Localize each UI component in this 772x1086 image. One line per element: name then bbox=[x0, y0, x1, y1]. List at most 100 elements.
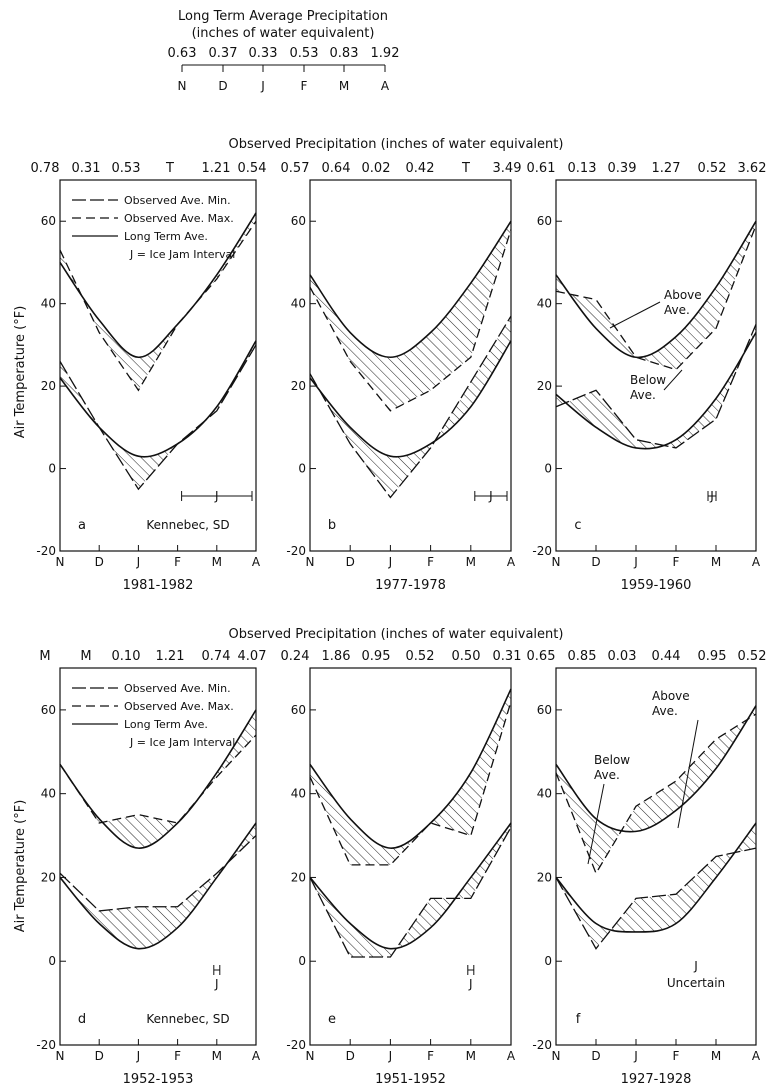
x-tick-label: D bbox=[346, 555, 355, 569]
ice-jam-label: J bbox=[709, 489, 714, 503]
x-tick-label: A bbox=[507, 555, 516, 569]
observed-precip-value: 0.78 bbox=[31, 161, 60, 176]
x-tick-label: A bbox=[252, 555, 261, 569]
observed-precip-value: 0.54 bbox=[238, 161, 267, 176]
legend-ice-jam: J = Ice Jam Interval bbox=[129, 248, 235, 261]
observed-precip-value: 0.13 bbox=[568, 161, 597, 176]
y-tick-label: 20 bbox=[537, 379, 552, 393]
legend-max-label: Observed Ave. Max. bbox=[124, 700, 234, 713]
x-tick-label: N bbox=[56, 1049, 65, 1063]
annotation-pointer bbox=[587, 783, 605, 865]
deviation-band-min bbox=[556, 324, 756, 449]
x-tick-label: A bbox=[507, 1049, 516, 1063]
chart-panel-c: N D J F M A -20 0 20 40 60 0.61 0.13 0.39 1.27 0.52 3.62… bbox=[527, 161, 767, 593]
x-tick-label: F bbox=[673, 1049, 680, 1063]
long-term-ave-line bbox=[59, 340, 257, 458]
panel-letter: b bbox=[328, 518, 336, 533]
panel-letter: c bbox=[574, 518, 581, 533]
y-tick-label: 20 bbox=[291, 379, 306, 393]
header-value: 0.33 bbox=[249, 46, 278, 61]
annotation-above-2: Ave. bbox=[652, 704, 678, 718]
observed-precip-value: 0.03 bbox=[608, 649, 637, 664]
x-tick-label: J bbox=[633, 1049, 638, 1063]
season-label: 1981-1982 bbox=[123, 578, 194, 593]
header-title-line1: Long Term Average Precipitation bbox=[178, 9, 388, 24]
season-label: 1959-1960 bbox=[621, 578, 692, 593]
long-term-ave-line bbox=[59, 709, 257, 849]
observed-max-line bbox=[309, 701, 512, 866]
observed-precip-value: 0.52 bbox=[406, 649, 435, 664]
observed-min-line bbox=[555, 847, 757, 950]
observed-precip-value: 0.42 bbox=[406, 161, 435, 176]
observed-precip-value: 0.02 bbox=[362, 161, 391, 176]
ice-jam-label: J bbox=[214, 977, 219, 991]
header-title-line2: (inches of water equivalent) bbox=[192, 26, 375, 41]
panel-frame bbox=[555, 667, 757, 1046]
legend-long-term-label: Long Term Ave. bbox=[124, 718, 208, 731]
observed-precip-value: 0.61 bbox=[527, 161, 556, 176]
observed-precip-title-top: Observed Precipitation (inches of water … bbox=[229, 137, 564, 152]
header-month: D bbox=[218, 79, 227, 93]
observed-precip-value: 1.21 bbox=[202, 161, 231, 176]
panel-frame bbox=[59, 667, 257, 1046]
header-value: 0.63 bbox=[168, 46, 197, 61]
deviation-band-max bbox=[60, 709, 256, 849]
legend-long-term-label: Long Term Ave. bbox=[124, 230, 208, 243]
ice-jam-label: J bbox=[468, 977, 473, 991]
observed-min-line bbox=[59, 344, 257, 491]
x-tick-label: A bbox=[752, 555, 761, 569]
x-tick-label: M bbox=[711, 1049, 721, 1063]
panel-frame bbox=[309, 667, 512, 1046]
x-tick-label: M bbox=[711, 555, 721, 569]
y-tick-label: 20 bbox=[537, 870, 552, 884]
ice-jam-label: J bbox=[214, 489, 219, 503]
panel-frame bbox=[59, 179, 257, 552]
observed-precip-value: 0.50 bbox=[452, 649, 481, 664]
y-axis-label-bottom: Air Temperature (°F) bbox=[13, 800, 28, 933]
observed-precip-value: 0.57 bbox=[281, 161, 310, 176]
y-tick-label: 40 bbox=[537, 297, 552, 311]
observed-precip-value: 0.65 bbox=[527, 649, 556, 664]
x-tick-label: N bbox=[306, 1049, 315, 1063]
observed-precip-value: 0.31 bbox=[493, 649, 522, 664]
deviation-band-max bbox=[556, 705, 756, 874]
ice-jam-label: J bbox=[488, 489, 493, 503]
observed-precip-value: 3.49 bbox=[493, 161, 522, 176]
observed-precip-value: T bbox=[165, 161, 174, 176]
deviation-band-min bbox=[556, 822, 756, 949]
x-tick-label: J bbox=[136, 1049, 141, 1063]
panel-frame bbox=[555, 179, 757, 552]
panels: N D J F M A -20 0 20 40 60 0.78 0.31 0.53 T 1.21 0.54 a Ke… bbox=[31, 161, 767, 1086]
y-tick-label: 40 bbox=[291, 297, 306, 311]
y-tick-label: 0 bbox=[544, 954, 552, 968]
long-term-precip-header: Long Term Average Precipitation (inches … bbox=[168, 9, 400, 93]
y-tick-label: 0 bbox=[298, 462, 306, 476]
deviation-band-min bbox=[60, 340, 256, 490]
x-tick-label: D bbox=[95, 555, 104, 569]
observed-precip-title-bottom: Observed Precipitation (inches of water … bbox=[229, 627, 564, 642]
x-tick-label: J bbox=[136, 555, 141, 569]
annotation-below-2: Ave. bbox=[630, 388, 656, 402]
observed-precip-value: 0.74 bbox=[202, 649, 231, 664]
observed-max-line bbox=[59, 734, 257, 824]
deviation-band-max bbox=[60, 212, 256, 391]
y-tick-label: 40 bbox=[41, 787, 56, 801]
legend-max-label: Observed Ave. Max. bbox=[124, 212, 234, 225]
x-tick-label: N bbox=[552, 555, 561, 569]
annotation-below: Below bbox=[630, 373, 666, 387]
x-tick-label: D bbox=[95, 1049, 104, 1063]
x-tick-label: F bbox=[427, 555, 434, 569]
y-tick-label: 60 bbox=[41, 703, 56, 717]
chart-panel-d: N D J F M A -20 0 20 40 60 M M 0.10 1.21 0.74 4.07 d Kenne… bbox=[36, 649, 266, 1086]
observed-precip-value: 3.62 bbox=[738, 161, 767, 176]
x-tick-label: M bbox=[466, 1049, 476, 1063]
header-month: A bbox=[381, 79, 390, 93]
season-label: 1927-1928 bbox=[621, 1072, 692, 1086]
annotation-below-2: Ave. bbox=[594, 768, 620, 782]
chart-panel-e: N D J F M A -20 0 20 40 60 0.24 1.86 0.95 0.52 0.50 0.31… bbox=[281, 649, 522, 1086]
y-tick-label: -20 bbox=[286, 1038, 306, 1052]
y-tick-label: 60 bbox=[291, 214, 306, 228]
observed-precip-value: 4.07 bbox=[238, 649, 267, 664]
x-tick-label: D bbox=[346, 1049, 355, 1063]
